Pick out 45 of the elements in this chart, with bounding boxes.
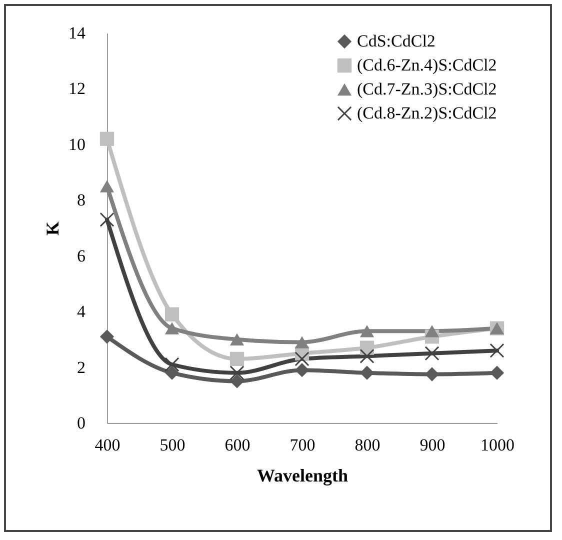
- y-tick-label: 2: [77, 358, 86, 377]
- point: [230, 374, 244, 388]
- legend-label: (Cd.7-Zn.3)S:CdCl2: [357, 80, 497, 98]
- y-tick-label: 4: [77, 302, 86, 322]
- point: [100, 330, 114, 344]
- point: [424, 367, 440, 382]
- point: [294, 352, 310, 366]
- point: [164, 366, 180, 380]
- point: [360, 349, 374, 364]
- point: [230, 352, 244, 366]
- point: [164, 307, 180, 322]
- point: [164, 357, 180, 372]
- x-tick-label: 900: [420, 436, 446, 454]
- legend-label: CdS:CdCl2: [357, 32, 436, 50]
- x-axis-title: Wavelength: [256, 466, 348, 486]
- point: [164, 322, 180, 334]
- y-tick-label: 0: [77, 414, 86, 432]
- point: [424, 346, 440, 360]
- point: [294, 363, 310, 378]
- point: [100, 212, 114, 227]
- y-axis-title: K: [42, 221, 62, 236]
- y-tick-label: 10: [68, 134, 86, 154]
- point: [424, 324, 440, 338]
- point: [360, 324, 374, 338]
- point: [490, 366, 504, 380]
- x-tick-label: 500: [160, 436, 186, 454]
- point: [294, 336, 310, 348]
- point: [360, 340, 374, 355]
- y-tick-label: 12: [68, 79, 86, 98]
- legend-label: (Cd.6-Zn.4)S:CdCl2: [357, 56, 497, 74]
- y-tick-label: 14: [68, 24, 86, 42]
- legend-label: (Cd.8-Zn.2)S:CdCl2: [357, 104, 497, 122]
- x-tick-label: 1000: [480, 436, 514, 454]
- x-tick-label: 600: [224, 436, 250, 454]
- point: [100, 132, 114, 146]
- point: [230, 333, 244, 346]
- x-tick-label: 800: [354, 436, 380, 454]
- point: [230, 366, 244, 380]
- point: [490, 344, 504, 358]
- x-tick-label: 700: [290, 436, 316, 454]
- point: [360, 366, 374, 380]
- y-tick-label: 6: [77, 246, 86, 266]
- x-tick-label: 400: [94, 436, 120, 454]
- point: [100, 180, 114, 192]
- y-tick-label: 8: [77, 190, 86, 210]
